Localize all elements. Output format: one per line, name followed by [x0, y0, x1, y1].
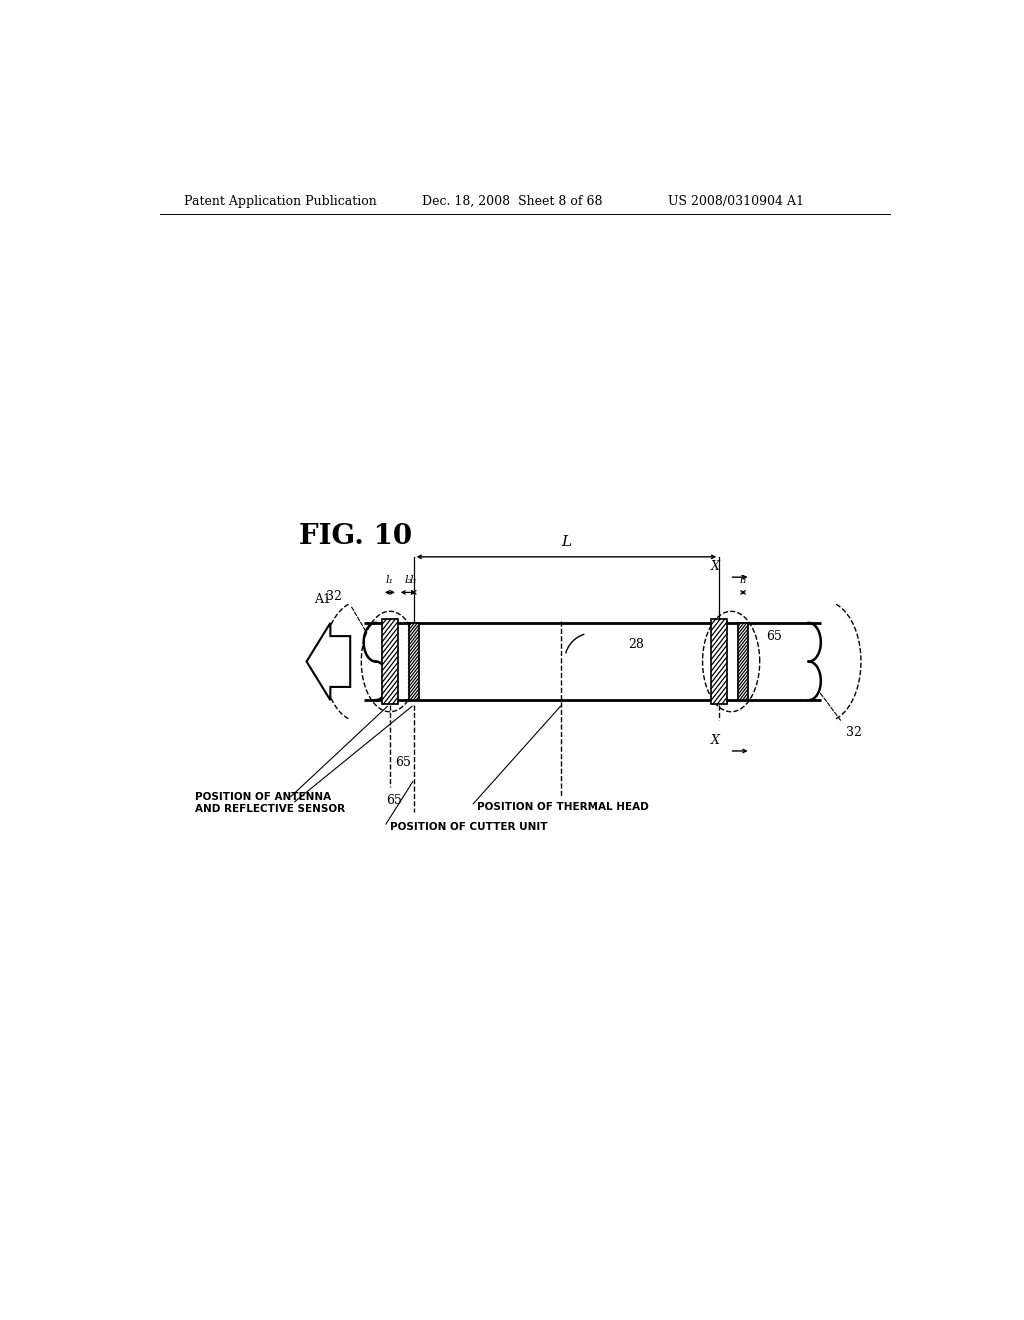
Text: 65: 65 — [766, 630, 782, 643]
Text: US 2008/0310904 A1: US 2008/0310904 A1 — [668, 194, 804, 207]
Bar — [738, 623, 749, 700]
Text: POSITION OF ANTENNA
AND REFLECTIVE SENSOR: POSITION OF ANTENNA AND REFLECTIVE SENSO… — [196, 792, 345, 814]
Text: L: L — [561, 535, 571, 549]
Text: X: X — [711, 560, 720, 573]
Bar — [409, 623, 419, 700]
Text: 32: 32 — [327, 590, 342, 602]
Text: l₁: l₁ — [739, 576, 748, 585]
Text: l₁: l₁ — [386, 576, 394, 585]
Text: 65: 65 — [395, 756, 412, 770]
Text: 28: 28 — [628, 639, 644, 651]
Text: POSITION OF THERMAL HEAD: POSITION OF THERMAL HEAD — [477, 801, 649, 812]
Text: 32: 32 — [846, 726, 862, 739]
Text: X: X — [711, 734, 720, 747]
Text: l₁: l₁ — [410, 576, 418, 585]
Text: FIG. 10: FIG. 10 — [299, 523, 412, 549]
Text: Patent Application Publication: Patent Application Publication — [183, 194, 376, 207]
Text: Dec. 18, 2008  Sheet 8 of 68: Dec. 18, 2008 Sheet 8 of 68 — [422, 194, 602, 207]
Bar — [382, 619, 397, 704]
Text: 65: 65 — [386, 793, 401, 807]
Text: A1: A1 — [314, 593, 332, 606]
Text: l₂: l₂ — [404, 576, 413, 585]
Polygon shape — [306, 623, 350, 700]
Text: POSITION OF CUTTER UNIT: POSITION OF CUTTER UNIT — [390, 822, 548, 832]
Bar — [712, 619, 727, 704]
